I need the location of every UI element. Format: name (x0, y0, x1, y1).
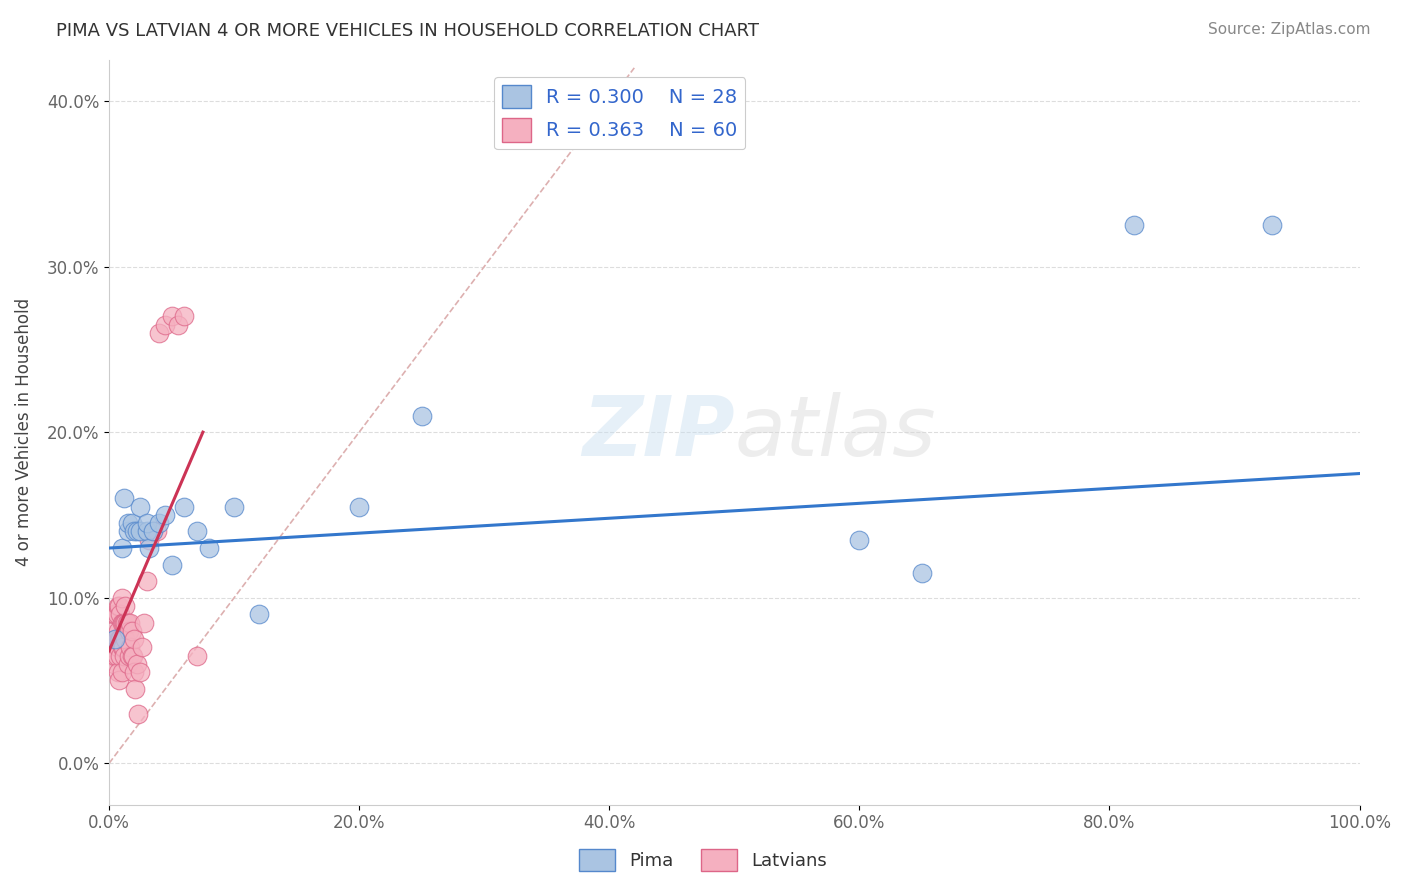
Point (411, 409, 433, 423)
Point (120, 640, 142, 655)
Point (114, 599, 136, 613)
Point (148, 516, 170, 531)
Point (347, 500, 370, 514)
Legend: Pima, Latvians: Pima, Latvians (572, 842, 834, 879)
Point (104, 632, 127, 646)
Legend: R = 0.300    N = 28, R = 0.363    N = 60: R = 0.300 N = 28, R = 0.363 N = 60 (494, 77, 745, 150)
Point (118, 624, 141, 638)
Point (145, 524, 167, 539)
Point (134, 615, 156, 630)
Point (110, 640, 132, 655)
Point (101, 624, 124, 638)
Point (142, 524, 165, 539)
Point (100, 640, 122, 655)
Point (117, 516, 139, 531)
Text: atlas: atlas (734, 392, 936, 473)
Point (110, 615, 132, 630)
Point (108, 599, 131, 613)
Point (122, 665, 145, 680)
Point (108, 632, 131, 646)
Point (247, 607, 270, 622)
Point (112, 648, 135, 663)
Point (107, 665, 129, 680)
Point (124, 681, 146, 696)
Point (118, 648, 141, 663)
Point (103, 607, 125, 622)
Point (112, 491, 135, 506)
Point (135, 516, 157, 531)
Point (122, 648, 145, 663)
Point (114, 632, 136, 646)
Point (186, 524, 208, 539)
Point (131, 640, 153, 655)
Point (911, 566, 934, 580)
Point (107, 640, 129, 655)
Point (125, 657, 148, 671)
Point (148, 326, 170, 340)
Point (173, 500, 195, 514)
Point (122, 632, 145, 646)
Point (104, 632, 127, 646)
Point (129, 524, 152, 539)
Point (105, 648, 128, 663)
Point (121, 624, 143, 638)
Text: PIMA VS LATVIAN 4 OR MORE VEHICLES IN HOUSEHOLD CORRELATION CHART: PIMA VS LATVIAN 4 OR MORE VEHICLES IN HO… (56, 22, 759, 40)
Point (117, 524, 139, 539)
Text: Source: ZipAtlas.com: Source: ZipAtlas.com (1208, 22, 1371, 37)
Point (104, 607, 127, 622)
Text: ZIP: ZIP (582, 392, 734, 473)
Point (142, 524, 165, 539)
Point (103, 657, 125, 671)
Point (114, 615, 136, 630)
Point (111, 640, 134, 655)
Point (107, 624, 129, 638)
Point (104, 648, 127, 663)
Point (111, 615, 134, 630)
Y-axis label: 4 or more Vehicles in Household: 4 or more Vehicles in Household (15, 298, 32, 566)
Point (160, 558, 183, 572)
Point (112, 615, 135, 630)
Point (105, 632, 128, 646)
Point (110, 607, 132, 622)
Point (135, 524, 157, 539)
Point (110, 591, 132, 605)
Point (117, 615, 139, 630)
Point (167, 318, 190, 332)
Point (173, 310, 195, 324)
Point (101, 648, 124, 663)
Point (848, 533, 870, 547)
Point (1123, 218, 1146, 232)
Point (186, 648, 208, 663)
Point (115, 615, 138, 630)
Point (125, 524, 148, 539)
Point (120, 615, 142, 630)
Point (110, 648, 132, 663)
Point (127, 706, 149, 721)
Point (110, 632, 132, 646)
Point (110, 541, 132, 555)
Point (198, 541, 221, 555)
Point (155, 318, 177, 332)
Point (135, 574, 157, 589)
Point (138, 541, 160, 555)
Point (138, 533, 160, 547)
Point (1261, 218, 1284, 232)
Point (121, 516, 143, 531)
Point (122, 524, 145, 539)
Point (160, 310, 183, 324)
Point (117, 657, 139, 671)
Point (129, 665, 152, 680)
Point (107, 599, 129, 613)
Point (105, 607, 128, 622)
Point (110, 665, 132, 680)
Point (129, 500, 152, 514)
Point (224, 500, 246, 514)
Point (155, 508, 177, 522)
Point (108, 673, 131, 688)
Point (121, 648, 143, 663)
